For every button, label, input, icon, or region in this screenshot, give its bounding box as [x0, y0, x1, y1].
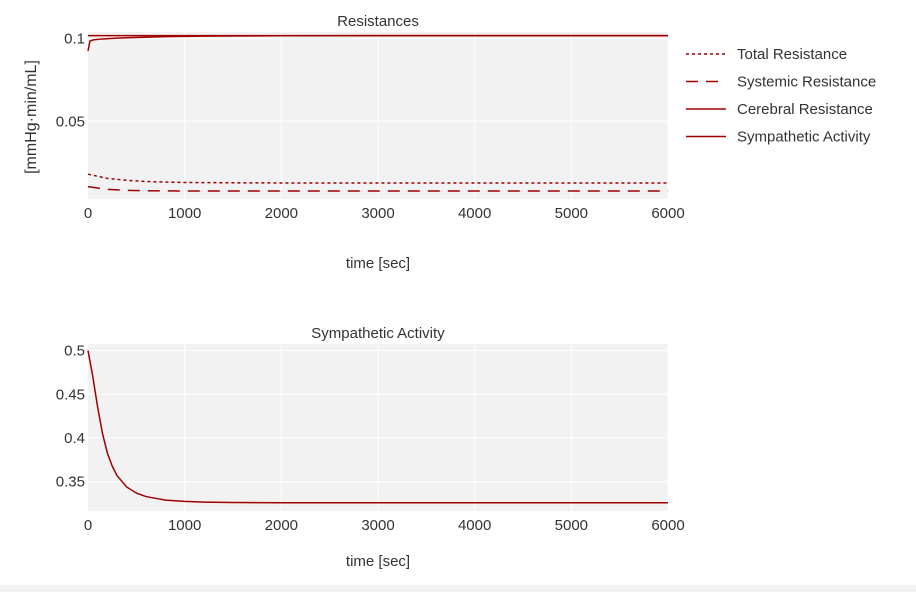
x-tick-label: 0	[84, 517, 92, 534]
x-tick-label: 5000	[555, 517, 588, 534]
series-line-systemic-resistance	[87, 185, 668, 192]
resistances-title: Resistances	[337, 13, 419, 30]
y-tick-label: 0.05	[56, 113, 85, 130]
legend-entry: Cerebral Resistance	[737, 101, 873, 118]
legend-entry: Systemic Resistance	[737, 74, 876, 91]
sympathetic-x-axis-label: time [sec]	[346, 553, 410, 570]
x-tick-label: 6000	[651, 517, 684, 534]
x-tick-label: 3000	[361, 517, 394, 534]
y-tick-label: 0.1	[64, 31, 85, 48]
x-tick-label: 2000	[265, 205, 298, 222]
x-tick-label: 1000	[168, 205, 201, 222]
sympathetic-ticks: 0 1000 2000 3000 4000 5000 6000 0.35 0.4 0.45 0.5	[56, 343, 685, 534]
resistances-series	[87, 34, 668, 192]
x-tick-label: 4000	[458, 517, 491, 534]
y-tick-label: 0.5	[64, 343, 85, 360]
series-line-sympathetic-activity	[87, 350, 668, 504]
sympathetic-gridlines	[88, 344, 669, 511]
series-line-total-resistance	[87, 173, 668, 184]
resistances-chart: 0 1000 2000 3000 4000 5000 6000 0.05 0.1 Resista…	[23, 13, 876, 272]
sympathetic-activity-chart: 0 1000 2000 3000 4000 5000 60000.350.40.450.5 …	[56, 325, 685, 570]
legend-entry: Sympathetic Activity	[737, 129, 871, 146]
resistances-x-axis-label: time [sec]	[346, 255, 410, 272]
x-tick-label: 6000	[651, 205, 684, 222]
x-tick-label: 4000	[458, 205, 491, 222]
y-tick-label: 0.4	[64, 430, 85, 447]
resistances-y-axis-label: [mmHg·min/mL]	[23, 60, 40, 174]
x-tick-label: 2000	[265, 517, 298, 534]
y-tick-label: 0.45	[56, 386, 85, 403]
resistances-gridlines	[88, 32, 669, 199]
x-tick-label: 1000	[168, 517, 201, 534]
legend-entry: Total Resistance	[737, 46, 847, 63]
resistances-legend: Total Resistance Systemic Resistance Cereb…	[686, 46, 876, 146]
bottom-strip	[0, 585, 916, 592]
x-tick-label: 0	[84, 205, 92, 222]
sympathetic-series	[87, 350, 668, 504]
resistances-ticks: 0 1000 2000 3000 4000 5000 6000 0.05 0.1	[56, 31, 685, 222]
x-tick-label: 3000	[361, 205, 394, 222]
sympathetic-title: Sympathetic Activity	[311, 325, 445, 342]
x-tick-label: 5000	[555, 205, 588, 222]
y-tick-label: 0.35	[56, 474, 85, 491]
